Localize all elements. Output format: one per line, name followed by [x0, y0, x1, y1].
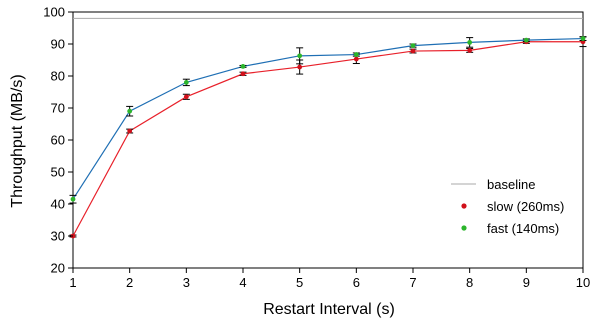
series-line-fast [72, 37, 584, 200]
data-point-slow [127, 128, 133, 134]
x-tick-label: 6 [353, 275, 360, 290]
x-tick-label: 2 [126, 275, 133, 290]
data-point-fast [70, 196, 76, 202]
y-tick-label: 30 [51, 229, 65, 244]
x-tick-label: 5 [296, 275, 303, 290]
y-axis-title: Throughput (MB/s) [9, 74, 26, 207]
data-point-slow [353, 56, 359, 62]
y-tick-label: 40 [51, 197, 65, 212]
data-point-fast [127, 108, 133, 114]
legend: baseline slow (260ms) fast (140ms) [451, 177, 564, 236]
legend-label-fast: fast (140ms) [487, 221, 559, 236]
series-slow [69, 36, 587, 239]
y-tick-label: 50 [51, 165, 65, 180]
legend-marker-fast [461, 225, 467, 231]
x-tick-label: 4 [239, 275, 246, 290]
x-axis-title: Restart Interval (s) [263, 301, 395, 318]
legend-label-baseline: baseline [487, 177, 535, 192]
legend-marker-slow [461, 203, 467, 209]
data-point-slow [240, 71, 246, 77]
data-point-slow [467, 48, 473, 53]
data-point-fast [183, 80, 189, 85]
series-line-slow [72, 41, 583, 237]
data-point-fast [580, 36, 586, 41]
data-point-fast [297, 53, 303, 59]
legend-label-slow: slow (260ms) [487, 199, 564, 214]
series-fast [69, 36, 587, 204]
y-tick-label: 60 [51, 133, 65, 148]
axes: 20 30 40 50 60 70 80 90 100 1 2 3 4 5 6 7 8 9 10 [43, 5, 590, 291]
x-tick-label: 3 [183, 275, 190, 290]
y-tick-label: 100 [43, 5, 65, 20]
series-layer [69, 36, 587, 239]
x-tick-label: 7 [409, 275, 416, 290]
x-tick-label: 9 [523, 275, 530, 290]
data-point-fast [410, 43, 416, 48]
y-tick-label: 80 [51, 69, 65, 84]
y-tick-label: 70 [51, 101, 65, 116]
data-point-fast [467, 40, 473, 45]
x-tick-label: 8 [466, 275, 473, 290]
x-tick-label: 1 [69, 275, 76, 290]
data-point-slow [297, 64, 303, 70]
data-point-slow [183, 94, 189, 100]
data-point-fast [353, 52, 359, 57]
y-tick-label: 90 [51, 37, 65, 52]
x-tick-label: 10 [576, 275, 590, 290]
data-point-fast [240, 64, 246, 69]
data-point-fast [523, 37, 529, 43]
y-tick-label: 20 [51, 261, 65, 276]
data-point-slow [410, 48, 416, 54]
